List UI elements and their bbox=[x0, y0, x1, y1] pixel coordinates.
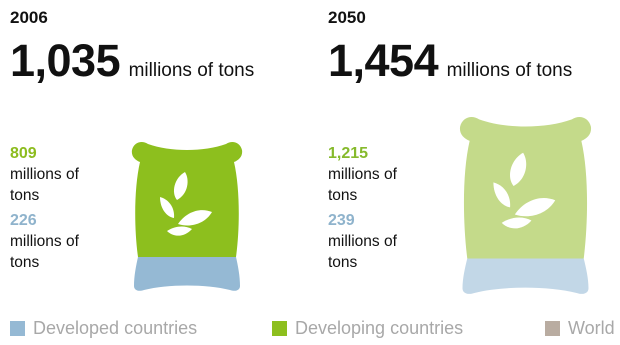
legend-item-developed: Developed countries bbox=[10, 318, 197, 339]
total-unit: millions of tons bbox=[446, 60, 573, 81]
legend-swatch bbox=[545, 321, 560, 336]
sack-developing-part bbox=[459, 117, 592, 259]
legend-item-world: World bbox=[545, 318, 615, 339]
legend-label: World bbox=[568, 318, 615, 338]
legend-label: Developing countries bbox=[295, 318, 464, 338]
developing-value: 809 bbox=[10, 145, 37, 162]
legend-item-developing: Developing countries bbox=[272, 318, 463, 339]
year-label: 2050 bbox=[328, 8, 366, 27]
grain-leaves-icon bbox=[160, 172, 212, 236]
developed-unit: millions of tons bbox=[328, 233, 397, 271]
legend: Developed countries Developing countries… bbox=[10, 318, 615, 342]
developing-unit: millions of tons bbox=[10, 166, 79, 204]
breakdown-values: 809 millions of tons 226 millions of ton… bbox=[10, 143, 80, 273]
developed-value: 239 bbox=[328, 212, 355, 229]
grain-sack-icon bbox=[131, 142, 243, 291]
breakdown-values: 1,215 millions of tons 239 millions of t… bbox=[328, 143, 398, 273]
sack-developed-part bbox=[134, 257, 240, 291]
total-value: 1,454 millions of tons bbox=[328, 36, 572, 86]
sack-developed-part bbox=[462, 258, 589, 294]
grain-leaves-icon bbox=[493, 152, 556, 229]
developing-unit: millions of tons bbox=[328, 166, 397, 204]
year-label: 2006 bbox=[10, 8, 48, 27]
total-number: 1,454 bbox=[328, 35, 439, 86]
total-unit: millions of tons bbox=[128, 60, 255, 81]
developing-value: 1,215 bbox=[328, 145, 369, 162]
legend-label: Developed countries bbox=[33, 318, 198, 338]
legend-swatch bbox=[10, 321, 25, 336]
developed-unit: millions of tons bbox=[10, 233, 79, 271]
grain-sack-icon bbox=[459, 117, 592, 294]
sack-developing-part bbox=[131, 142, 243, 257]
developed-value: 226 bbox=[10, 212, 37, 229]
total-number: 1,035 bbox=[10, 35, 121, 86]
total-value: 1,035 millions of tons bbox=[10, 36, 254, 86]
legend-swatch bbox=[272, 321, 287, 336]
